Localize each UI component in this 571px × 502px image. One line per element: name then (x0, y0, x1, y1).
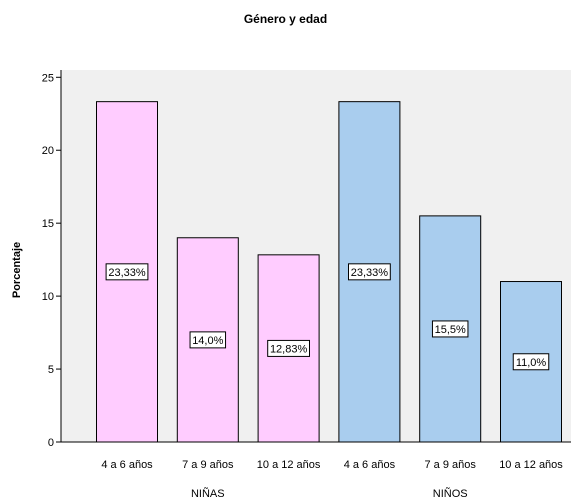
y-tick-label: 5 (48, 364, 54, 376)
data-label-box (431, 320, 469, 338)
data-label: 12,83% (270, 343, 308, 355)
y-tick-label: 25 (42, 72, 54, 84)
data-label: 11,0% (516, 357, 547, 369)
category-label: 4 a 6 años (344, 459, 396, 471)
y-tick-label: 0 (48, 437, 54, 449)
data-label: 14,0% (192, 335, 223, 347)
y-axis-label: Porcentaje (11, 242, 23, 298)
data-label: 23,33% (351, 267, 389, 279)
y-tick-label: 10 (42, 291, 54, 303)
data-label-box (512, 353, 550, 371)
category-label: 10 a 12 años (499, 459, 563, 471)
category-label: 7 a 9 años (425, 459, 477, 471)
category-labels: 4 a 6 años 7 a 9 años 10 a 12 años 4 a 6 añ… (101, 459, 563, 471)
data-label-box (267, 339, 311, 357)
category-label: 4 a 6 años (101, 459, 153, 471)
data-label: 15,5% (435, 324, 466, 336)
y-tick-label: 15 (42, 218, 54, 230)
category-label: 7 a 9 años (182, 459, 234, 471)
group-label: NIÑAS (191, 487, 225, 500)
category-label: 10 a 12 años (257, 459, 321, 471)
data-label-box (348, 263, 391, 281)
group-labels: NIÑAS NIÑOS (191, 487, 468, 500)
data-label-box (105, 263, 149, 281)
bars: 23,33% 14,0% 12,83% 23,33% 15,5% 11,0% (96, 101, 562, 443)
data-label-box (189, 331, 227, 349)
group-label: NIÑOS (433, 487, 468, 500)
data-label: 23,33% (108, 267, 146, 279)
y-ticks: 0 5 10 15 20 25 (42, 72, 61, 449)
chart-title: Género y edad (243, 12, 328, 26)
y-tick-label: 20 (42, 145, 54, 157)
